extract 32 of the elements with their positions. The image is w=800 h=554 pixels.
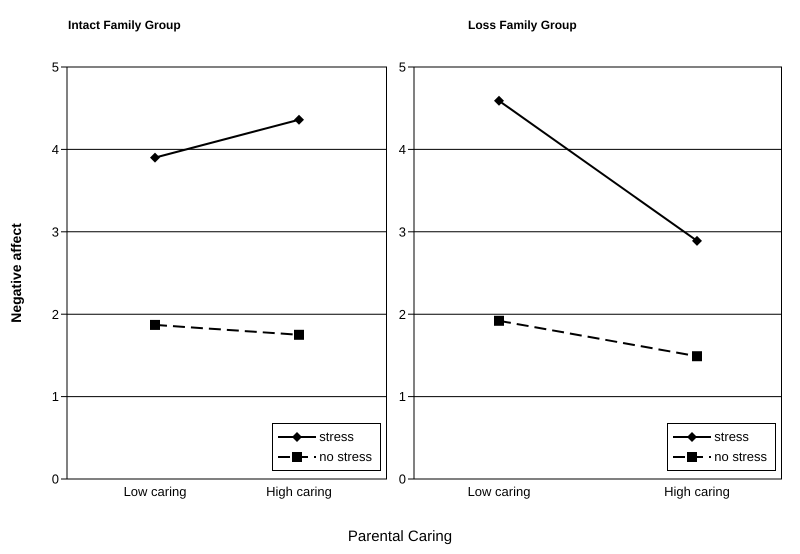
y-tick-label: 0: [52, 472, 59, 487]
chart-title: Intact Family Group: [68, 18, 181, 32]
y-tick-label: 2: [398, 306, 406, 322]
legend-label: stress: [714, 428, 749, 446]
x-tick-label: High caring: [266, 484, 332, 500]
legend-label: stress: [319, 428, 354, 446]
legend-label: no stress: [714, 448, 767, 466]
x-axis-title: Parental Caring: [346, 528, 454, 545]
chart-title: Loss Family Group: [468, 18, 577, 32]
point: [294, 330, 304, 340]
legend-label: no stress: [319, 448, 372, 466]
y-tick-label: 3: [52, 224, 59, 240]
y-tick-label: 5: [52, 60, 59, 75]
y-tick-label: 1: [52, 389, 59, 404]
y-tick-label: 4: [398, 142, 406, 158]
point: [150, 320, 160, 330]
y-tick-label: 3: [398, 224, 406, 240]
x-tick-label: Low caring: [468, 484, 530, 500]
y-tick-label: 2: [52, 306, 59, 322]
point: [494, 316, 504, 326]
y-tick-label: 4: [52, 142, 59, 158]
x-tick-label: Low caring: [124, 484, 186, 500]
point: [692, 236, 702, 246]
y-tick-label: 0: [398, 472, 406, 487]
point: [494, 96, 504, 106]
point: [692, 351, 702, 362]
y-tick-label: 5: [398, 60, 406, 75]
point: [294, 114, 304, 125]
point: [150, 152, 160, 163]
y-tick-label: 1: [398, 389, 406, 404]
x-tick-label: High caring: [664, 484, 730, 500]
y-axis-title: Negative affect: [8, 222, 24, 323]
